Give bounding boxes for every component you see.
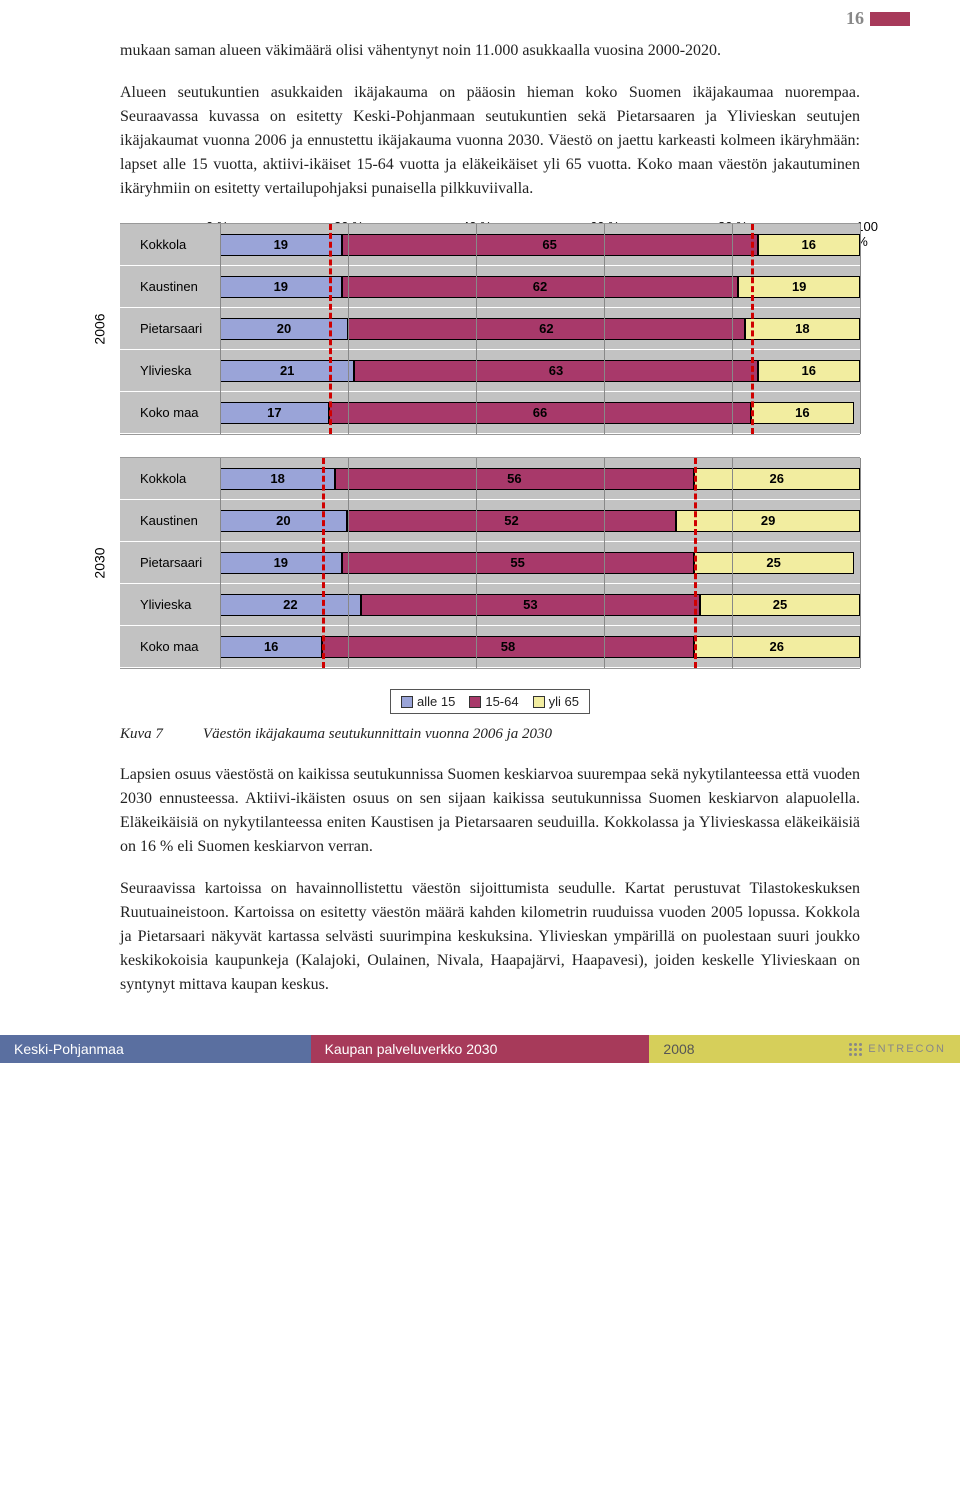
bar-segment: 26 <box>694 636 860 658</box>
chart-year-block: 2030Kokkola185626Kaustinen205229Pietarsa… <box>120 457 860 669</box>
chart-year-label: 2006 <box>92 313 108 344</box>
footer-right: 2008 ENTRECON <box>649 1035 960 1063</box>
bar-segment: 53 <box>361 594 700 616</box>
bar-segment: 20 <box>220 510 347 532</box>
chart-category-label: Koko maa <box>120 405 220 420</box>
page-number-block: 16 <box>0 0 960 29</box>
bar-segment: 18 <box>745 318 860 340</box>
chart-row: Kaustinen205229 <box>120 500 860 542</box>
bar-segment: 62 <box>342 276 739 298</box>
entrecon-logo: ENTRECON <box>849 1043 946 1056</box>
chart-row: Pietarsaari195525 <box>120 542 860 584</box>
body-paragraph: mukaan saman alueen väkimäärä olisi vähe… <box>120 39 860 63</box>
bar-segment: 22 <box>220 594 361 616</box>
bar-segment: 63 <box>354 360 757 382</box>
bar-segment: 52 <box>347 510 677 532</box>
chart-row: Ylivieska216316 <box>120 350 860 392</box>
chart-category-label: Kokkola <box>120 237 220 252</box>
chart-category-label: Kaustinen <box>120 279 220 294</box>
chart-category-label: Koko maa <box>120 639 220 654</box>
body-paragraph: Seuraavissa kartoissa on havainnollistet… <box>120 877 860 997</box>
chart-row: Koko maa176616 <box>120 392 860 434</box>
legend-item: alle 15 <box>401 694 455 709</box>
caption-text: Väestön ikäjakauma seutukunnittain vuonn… <box>203 726 552 743</box>
footer-mid: Kaupan palveluverkko 2030 <box>311 1035 650 1063</box>
footer-left: Keski-Pohjanmaa <box>0 1035 311 1063</box>
bar-segment: 62 <box>348 318 745 340</box>
bar-segment: 19 <box>738 276 860 298</box>
bar-segment: 65 <box>342 234 758 256</box>
chart-year-label: 2030 <box>92 547 108 578</box>
chart-category-label: Kaustinen <box>120 513 220 528</box>
chart-row: Ylivieska225325 <box>120 584 860 626</box>
bar-segment: 16 <box>220 636 322 658</box>
chart-year-block: 2006Kokkola196516Kaustinen196219Pietarsa… <box>120 223 860 435</box>
chart-row: Pietarsaari206218 <box>120 308 860 350</box>
body-paragraph: Alueen seutukuntien asukkaiden ikäjakaum… <box>120 81 860 201</box>
age-distribution-chart: 0 %20 %40 %60 %80 %100 %2006Kokkola19651… <box>120 219 860 669</box>
bar-segment: 20 <box>220 318 348 340</box>
chart-category-label: Kokkola <box>120 471 220 486</box>
bar-segment: 18 <box>220 468 335 490</box>
body-paragraph: Lapsien osuus väestöstä on kaikissa seut… <box>120 763 860 859</box>
figure-caption: Kuva 7 Väestön ikäjakauma seutukunnittai… <box>120 726 860 743</box>
chart-category-label: Pietarsaari <box>120 555 220 570</box>
legend-item: 15-64 <box>469 694 518 709</box>
chart-category-label: Ylivieska <box>120 363 220 378</box>
chart-category-label: Ylivieska <box>120 597 220 612</box>
page-number: 16 <box>846 8 864 29</box>
bar-segment: 19 <box>220 276 342 298</box>
page-content: mukaan saman alueen väkimäärä olisi vähe… <box>0 29 960 1035</box>
bar-segment: 21 <box>220 360 354 382</box>
bar-segment: 19 <box>220 234 342 256</box>
bar-segment: 66 <box>329 402 751 424</box>
legend-item: yli 65 <box>533 694 579 709</box>
chart-row: Kaustinen196219 <box>120 266 860 308</box>
chart-legend: alle 15 15-64 yli 65 <box>120 679 860 720</box>
bar-segment: 16 <box>751 402 853 424</box>
caption-label: Kuva 7 <box>120 726 163 743</box>
bar-segment: 25 <box>694 552 854 574</box>
chart-category-label: Pietarsaari <box>120 321 220 336</box>
bar-segment: 56 <box>335 468 693 490</box>
bar-segment: 29 <box>676 510 860 532</box>
bar-segment: 55 <box>342 552 694 574</box>
page-accent-bar <box>870 12 910 26</box>
chart-row: Koko maa165826 <box>120 626 860 668</box>
bar-segment: 16 <box>758 360 860 382</box>
bar-segment: 25 <box>700 594 860 616</box>
chart-row: Kokkola196516 <box>120 224 860 266</box>
bar-segment: 19 <box>220 552 342 574</box>
bar-segment: 16 <box>758 234 860 256</box>
bar-segment: 17 <box>220 402 329 424</box>
bar-segment: 26 <box>694 468 860 490</box>
chart-row: Kokkola185626 <box>120 458 860 500</box>
page-footer: Keski-Pohjanmaa Kaupan palveluverkko 203… <box>0 1035 960 1063</box>
bar-segment: 58 <box>322 636 693 658</box>
